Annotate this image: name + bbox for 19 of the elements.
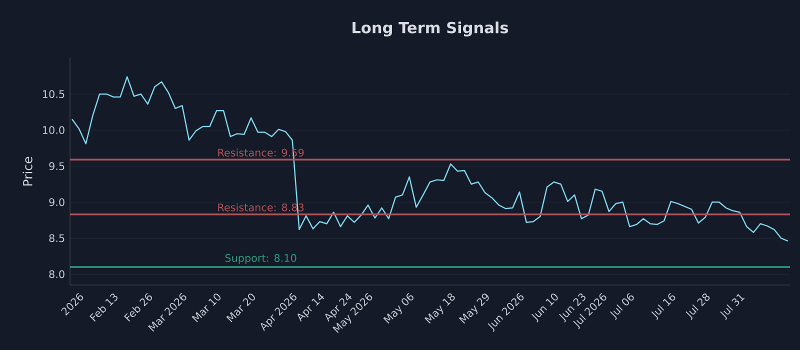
x-tick-label: Jun 10 xyxy=(532,294,558,322)
x-tick-label: Jul 31 xyxy=(720,294,745,320)
y-tick-label: 9.5 xyxy=(49,162,64,170)
x-tick-label: Mar 20 xyxy=(226,294,255,322)
ref-line-label: Support: 8.10 xyxy=(225,254,296,264)
x-tick-label: Jul 16 xyxy=(651,293,676,320)
x-tick-label: Feb 13 xyxy=(90,294,118,322)
x-tick-label: Apr 14 xyxy=(298,293,324,322)
x-tick-label: Feb 26 xyxy=(124,293,152,322)
y-tick-label: 8.5 xyxy=(49,234,64,242)
x-tick-label: Mar 10 xyxy=(192,294,221,322)
x-tick-label: Jul 28 xyxy=(686,294,710,320)
y-tick-label: 10.0 xyxy=(43,126,64,134)
x-tick-label: Jul 06 xyxy=(610,293,634,320)
y-tick-label: 8.0 xyxy=(49,270,64,278)
y-axis-title: Price xyxy=(22,156,32,186)
y-tick-label: 10.5 xyxy=(43,90,64,98)
y-tick-label: 9.0 xyxy=(49,198,64,206)
chart-title: Long Term Signals xyxy=(352,22,508,36)
